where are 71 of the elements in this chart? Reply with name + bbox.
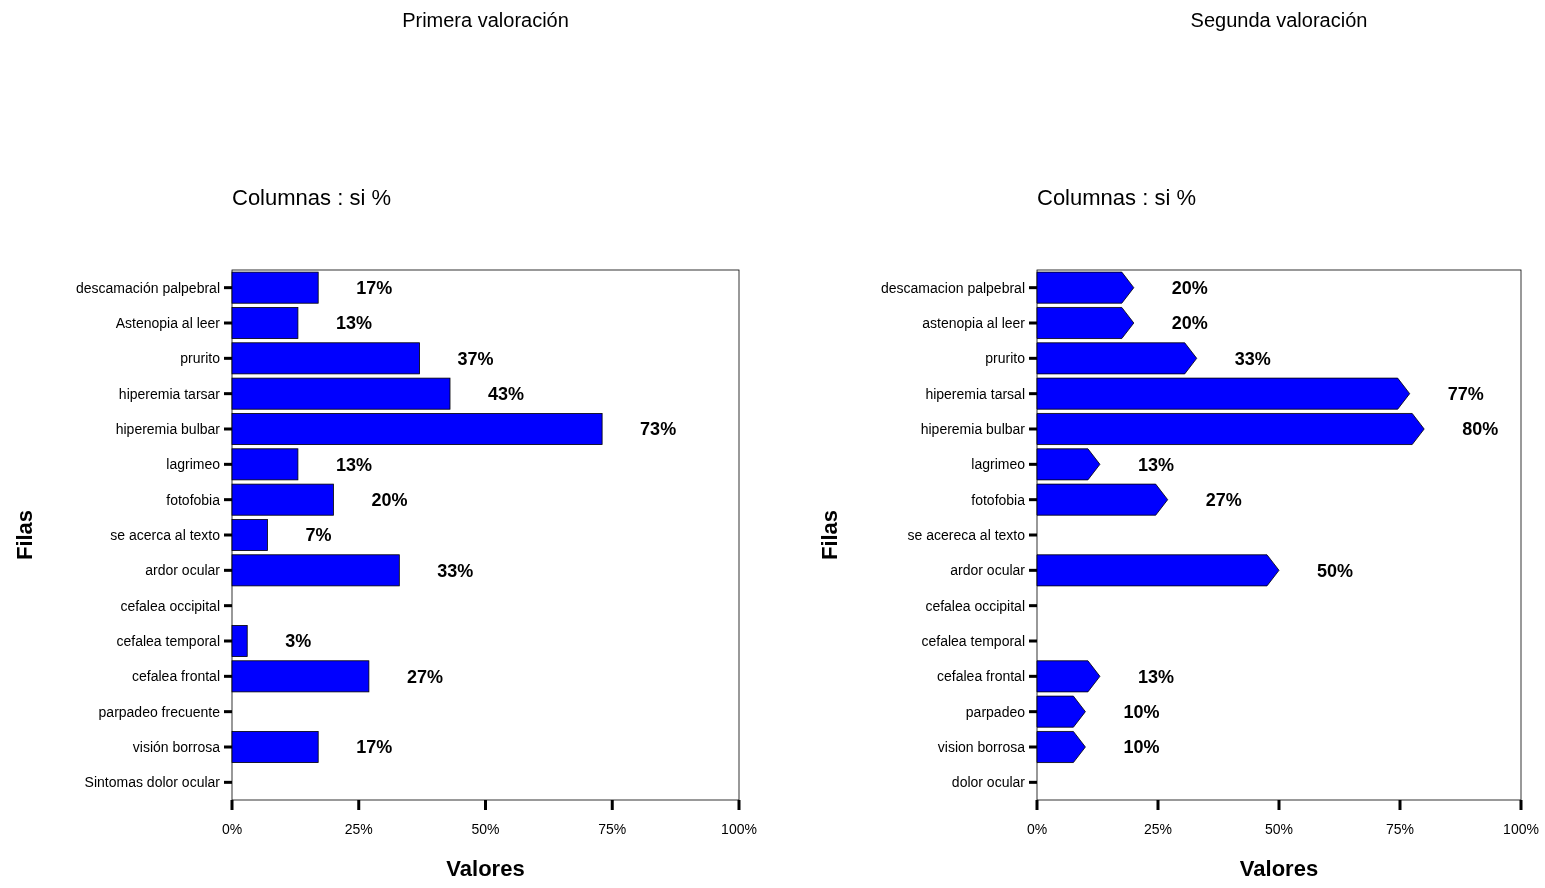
y-tick-label: cefalea frontal (132, 668, 220, 685)
x-tick-label: 100% (1503, 821, 1539, 837)
x-tick-label: 75% (1385, 821, 1415, 837)
y-tick-label: vision borrosa (937, 738, 1026, 755)
y-tick-label: cefalea temporal (921, 632, 1025, 649)
data-label: 10% (1123, 701, 1160, 722)
data-label: 50% (1317, 560, 1354, 581)
chart-subtitle: Columnas : si % (232, 185, 391, 210)
data-label: 13% (335, 454, 372, 475)
data-label: 33% (1234, 348, 1271, 369)
data-label: 20% (1171, 277, 1208, 298)
y-tick-label: parpadeo frecuente (98, 703, 221, 720)
data-label: 43% (488, 383, 525, 404)
x-axis-title: Valores (446, 856, 525, 881)
y-tick-label: Astenopia al leer (115, 314, 221, 331)
y-tick-label: prurito (985, 350, 1026, 367)
y-tick-label: hiperemia bulbar (115, 420, 221, 437)
chart-title: Segunda valoración (1190, 9, 1368, 31)
x-tick-label: 50% (1264, 821, 1294, 837)
y-tick-label: parpadeo (965, 703, 1026, 720)
y-tick-label: fotofobia (166, 491, 221, 508)
y-tick-label: dolor ocular (951, 774, 1026, 791)
y-tick-label: hiperemia tarsar (118, 385, 221, 402)
y-tick-label: prurito (180, 350, 221, 367)
x-tick-label: 0% (221, 821, 243, 837)
data-label: 10% (1123, 737, 1160, 758)
y-tick-label: se acereca al texto (907, 526, 1026, 543)
y-tick-label: descamacion palpebral (881, 279, 1025, 296)
x-tick-label: 75% (598, 821, 627, 837)
y-tick-label: ardor ocular (145, 562, 221, 579)
x-tick-label: 0% (1026, 821, 1048, 837)
y-tick-label: cefalea occipital (120, 597, 220, 614)
y-tick-label: ardor ocular (950, 562, 1026, 579)
y-tick-label: hiperemia bulbar (920, 420, 1026, 437)
y-axis-title: Filas (12, 509, 37, 561)
data-label: 7% (305, 525, 332, 546)
y-tick-label: cefalea occipital (925, 597, 1025, 614)
y-tick-label: se acerca al texto (110, 526, 221, 543)
y-tick-label: Sintomas dolor ocular (84, 774, 221, 791)
data-label: 80% (1462, 419, 1499, 440)
data-label: 27% (406, 666, 443, 687)
data-label: 37% (457, 348, 494, 369)
y-tick-label: cefalea temporal (116, 632, 220, 649)
data-label: 73% (640, 419, 677, 440)
data-label: 17% (356, 737, 393, 758)
x-axis-title: Valores (1239, 856, 1319, 881)
data-label: 20% (371, 489, 408, 510)
y-tick-label: cefalea frontal (937, 668, 1025, 685)
y-tick-label: hiperemia tarsal (925, 385, 1025, 402)
data-label: 13% (335, 313, 372, 334)
y-tick-label: visión borrosa (132, 738, 221, 755)
y-tick-label: lagrimeo (166, 456, 221, 473)
chart-title: Primera valoración (402, 9, 569, 31)
data-label: 17% (356, 277, 393, 298)
y-axis-title: Filas (817, 509, 842, 561)
data-label: 27% (1205, 489, 1242, 510)
data-label: 77% (1447, 383, 1484, 404)
x-tick-label: 25% (1143, 821, 1173, 837)
data-label: 33% (437, 560, 474, 581)
x-tick-label: 50% (471, 821, 500, 837)
x-tick-label: 100% (721, 821, 757, 837)
y-tick-label: fotofobia (971, 491, 1026, 508)
y-tick-label: astenopia al leer (922, 314, 1026, 331)
data-label: 13% (1137, 454, 1174, 475)
data-label: 13% (1137, 666, 1174, 687)
chart-subtitle: Columnas : si % (1037, 185, 1196, 210)
data-label: 3% (285, 631, 312, 652)
data-label: 20% (1171, 313, 1208, 334)
y-tick-label: descamación palpebral (76, 279, 220, 296)
y-tick-label: lagrimeo (971, 456, 1026, 473)
x-tick-label: 25% (344, 821, 373, 837)
